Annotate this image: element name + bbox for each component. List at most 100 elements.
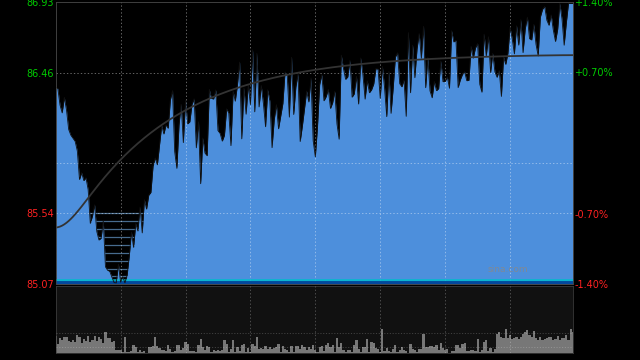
Bar: [366, 339, 369, 353]
Bar: [535, 338, 537, 353]
Bar: [518, 338, 520, 353]
Bar: [195, 352, 197, 353]
Bar: [505, 329, 507, 353]
Bar: [193, 351, 195, 353]
Bar: [468, 351, 470, 353]
Bar: [371, 342, 372, 353]
Bar: [59, 338, 61, 353]
Bar: [333, 352, 336, 353]
Bar: [57, 343, 59, 353]
Bar: [87, 337, 89, 353]
Bar: [278, 344, 280, 353]
Bar: [386, 348, 388, 353]
Bar: [500, 337, 502, 353]
Bar: [76, 336, 78, 353]
Bar: [128, 352, 131, 353]
Bar: [120, 350, 122, 353]
Bar: [416, 352, 418, 353]
Bar: [217, 350, 219, 353]
Bar: [169, 349, 172, 353]
Bar: [269, 347, 271, 353]
Bar: [214, 351, 217, 353]
Bar: [340, 343, 342, 353]
Bar: [189, 351, 191, 353]
Bar: [264, 346, 267, 353]
Bar: [316, 352, 319, 353]
Bar: [223, 340, 225, 353]
Bar: [180, 351, 182, 353]
Bar: [360, 352, 362, 353]
Bar: [565, 335, 568, 353]
Bar: [132, 345, 134, 353]
Bar: [208, 347, 211, 353]
Bar: [572, 332, 574, 353]
Bar: [401, 347, 403, 353]
Bar: [529, 335, 531, 353]
Bar: [143, 351, 145, 353]
Bar: [372, 343, 375, 353]
Bar: [273, 348, 275, 353]
Bar: [466, 351, 468, 353]
Bar: [295, 346, 297, 353]
Bar: [463, 343, 466, 353]
Bar: [106, 338, 109, 353]
Bar: [172, 352, 173, 353]
Bar: [152, 346, 154, 353]
Bar: [256, 337, 258, 353]
Bar: [72, 340, 74, 353]
Bar: [472, 350, 474, 353]
Bar: [511, 339, 513, 353]
Bar: [412, 350, 414, 353]
Bar: [284, 349, 286, 353]
Bar: [310, 348, 312, 353]
Bar: [206, 346, 208, 353]
Bar: [568, 340, 570, 353]
Bar: [286, 350, 288, 353]
Bar: [457, 345, 460, 353]
Bar: [68, 341, 70, 353]
Bar: [477, 339, 479, 353]
Bar: [245, 352, 247, 353]
Bar: [78, 337, 81, 353]
Bar: [92, 340, 93, 353]
Bar: [267, 349, 269, 353]
Bar: [173, 351, 176, 353]
Bar: [435, 345, 438, 353]
Bar: [362, 347, 364, 353]
Bar: [260, 348, 262, 353]
Bar: [349, 350, 351, 353]
Bar: [330, 347, 332, 353]
Bar: [54, 336, 57, 353]
Bar: [364, 347, 366, 353]
Bar: [338, 347, 340, 353]
Bar: [502, 338, 505, 353]
Bar: [167, 345, 169, 353]
Bar: [513, 338, 515, 353]
Bar: [496, 334, 498, 353]
Bar: [250, 352, 252, 353]
Bar: [509, 335, 511, 353]
Bar: [137, 352, 139, 353]
Bar: [178, 345, 180, 353]
Bar: [446, 349, 449, 353]
Bar: [314, 350, 316, 353]
Bar: [297, 346, 299, 353]
Bar: [299, 349, 301, 353]
Bar: [200, 339, 202, 353]
Bar: [427, 347, 429, 353]
Bar: [163, 350, 165, 353]
Bar: [369, 352, 371, 353]
Bar: [543, 339, 546, 353]
Bar: [375, 348, 377, 353]
Bar: [232, 340, 234, 353]
Bar: [85, 341, 87, 353]
Bar: [470, 350, 472, 353]
Bar: [150, 347, 152, 353]
Bar: [111, 342, 113, 353]
Bar: [344, 352, 347, 353]
Bar: [74, 342, 76, 353]
Bar: [396, 352, 399, 353]
Bar: [134, 347, 137, 353]
Bar: [98, 337, 100, 353]
Bar: [252, 344, 253, 353]
